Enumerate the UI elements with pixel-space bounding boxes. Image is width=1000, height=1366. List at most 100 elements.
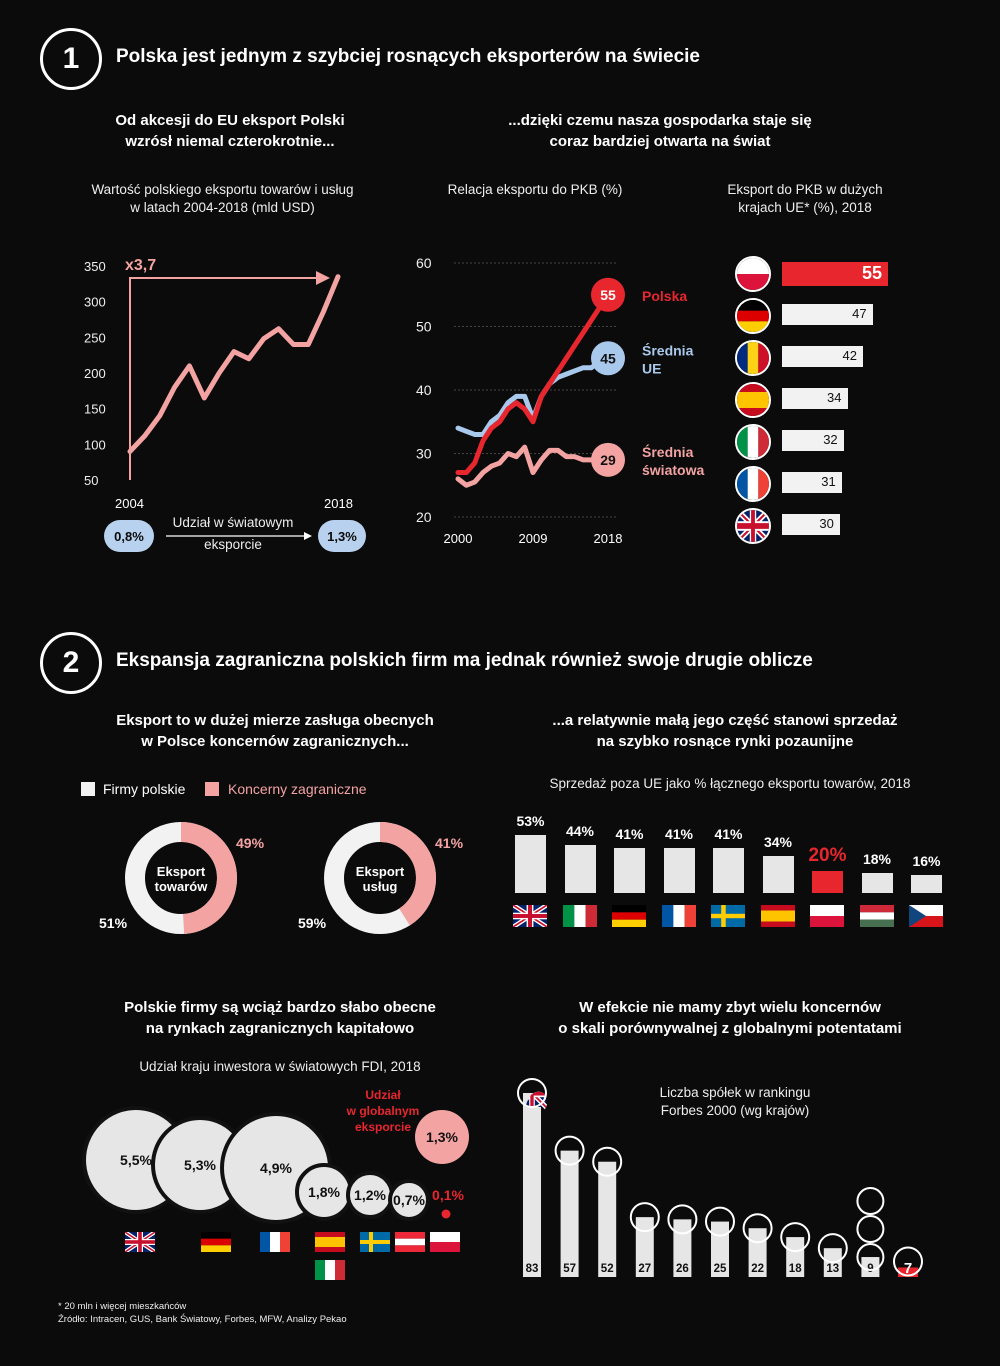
bar-value-label: 30 [819, 516, 834, 531]
legend-swatch-foreign [205, 782, 219, 796]
bar-value-label: 41% [615, 826, 644, 843]
legend-world: światowa [642, 462, 704, 478]
fdi-bubble [388, 1179, 430, 1221]
romania-flag-circle [735, 340, 771, 376]
spain-flag [737, 384, 769, 416]
legend-swatch-polish [81, 782, 95, 796]
y-tick-label: 150 [84, 402, 106, 417]
bar [635, 1217, 654, 1277]
export-share-label: Udział [365, 1088, 401, 1102]
growth-arrow-line [129, 277, 318, 480]
x-label: 2000 [444, 531, 473, 546]
donut-label-polish: 59% [298, 915, 327, 931]
world-share-2004-pill: 0,8% [104, 520, 154, 552]
bar [598, 1161, 617, 1277]
germany-flag-circle [592, 1146, 623, 1177]
world-share-arrow [166, 532, 312, 540]
end-value-bubble [591, 442, 625, 477]
chart2-title: Relacja eksportu do PKB (%) [447, 182, 623, 197]
italy-flag-circle [629, 1202, 660, 1233]
bar-value-label: 47 [852, 306, 867, 321]
bar-value-label: 27 [638, 1263, 651, 1275]
footer-note: * 20 mln i więcej mieszkańców [58, 1301, 187, 1312]
belgium-flag-circle [856, 1243, 885, 1272]
y-tick-label: 60 [416, 255, 432, 271]
y-tick-label: 100 [84, 437, 106, 452]
multiplier-label: x3,7 [125, 257, 156, 274]
france-flag [661, 905, 696, 927]
poland-flag [430, 1232, 460, 1252]
donuts-subtitle: Eksport to w dużej mierze zasługa obecny… [116, 712, 434, 750]
fdi-bubble-label: 4,9% [260, 1160, 292, 1176]
hungary-flag [859, 905, 894, 927]
bar-value-label: 41% [664, 826, 694, 843]
spain-flag-circle [742, 1213, 773, 1244]
romania-flag [737, 342, 769, 374]
uk-flag [513, 905, 547, 927]
y-tick-label: 50 [84, 473, 98, 488]
donut-label-foreign: 49% [236, 835, 265, 851]
section-number-2: 2 [40, 632, 102, 694]
bar-value-label: 41% [714, 826, 743, 843]
uk-flag [513, 905, 547, 927]
uk-flag [737, 510, 769, 542]
italy-flag-circle [735, 424, 771, 460]
end-value-bubble [591, 277, 625, 312]
footer-source: Źródło: Intracen, GUS, Bank Światowy, Fo… [58, 1314, 347, 1325]
export-share-bubble [415, 1110, 469, 1164]
fdi-bubble-label: 1,8% [308, 1184, 340, 1200]
world-share-label: Udział w światowym eksporcie [172, 515, 294, 552]
bar-value-label: 42 [842, 348, 857, 363]
netherlands-flag-circle [705, 1206, 735, 1237]
donut-center-label: Eksport [356, 864, 405, 879]
bar [782, 346, 863, 367]
y-tick-label: 250 [84, 330, 106, 345]
donut-label-foreign: 41% [435, 835, 464, 851]
germany-flag [737, 300, 769, 332]
bar-value-label: 13 [826, 1263, 839, 1275]
bar [762, 855, 794, 893]
spain-flag-circle [735, 382, 771, 418]
bar [782, 430, 844, 451]
bar-value-label: 18% [862, 851, 892, 868]
chart2-subtitle: ...dzięki czemu nasza gospodarka staje s… [508, 112, 812, 150]
y-tick-label: 50 [416, 319, 432, 335]
y-tick-label: 300 [84, 295, 106, 310]
ireland-flag-circle [780, 1222, 811, 1253]
bar-value-label: 16% [912, 853, 941, 870]
bar-value-label: 22 [751, 1263, 764, 1275]
bar [782, 262, 888, 286]
bar [523, 1093, 541, 1277]
fdi-poland-label: 0,1% [432, 1187, 464, 1203]
france-flag-circle [735, 466, 771, 502]
poland-flag-circle [735, 256, 771, 292]
france-flag-circle [554, 1135, 585, 1166]
series-line-0 [455, 292, 611, 476]
bar-value-label: 83 [526, 1263, 539, 1275]
y-tick-label: 40 [416, 382, 432, 398]
france-flag [661, 905, 696, 927]
italy-flag [562, 905, 597, 927]
export-value-chart: 350 300 250 200 150 100 50 x3,7 2004 2018 [84, 257, 353, 511]
bar [713, 848, 744, 893]
bar [812, 871, 843, 893]
y-tick-label: 350 [84, 259, 106, 274]
x-label-start: 2004 [115, 496, 144, 511]
y-tick-label: 200 [84, 366, 106, 381]
czech-flag [909, 905, 943, 927]
bar [782, 388, 848, 409]
uk-flag [125, 1232, 155, 1252]
bar-value-label: 31 [821, 474, 836, 489]
bar [515, 835, 546, 893]
end-value-label: 29 [600, 452, 616, 468]
spain-flag [315, 1232, 345, 1252]
bar [663, 848, 695, 893]
growth-arrowhead [316, 271, 330, 285]
donut-slice-foreign [324, 822, 436, 934]
world-share-2018-pill: 1,3% [318, 520, 366, 552]
end-value-bubble [591, 341, 625, 376]
legend-ue: UE [642, 360, 661, 376]
spain-flag [760, 905, 795, 927]
forbes-subtitle: W efekcie nie mamy zbyt wielu koncernów o… [558, 999, 902, 1037]
fdi-bubble-poland [441, 1209, 451, 1219]
